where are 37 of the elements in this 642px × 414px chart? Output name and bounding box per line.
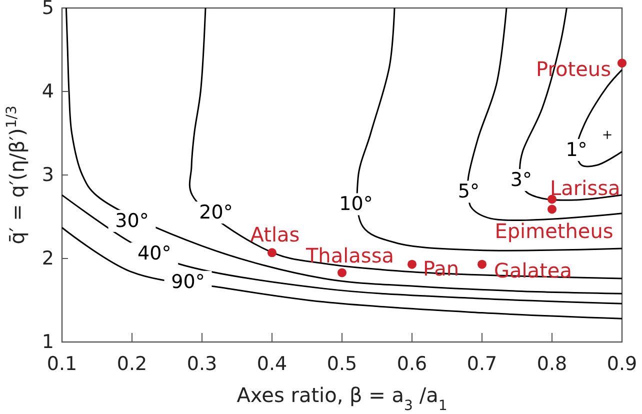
x-tick-label: 0.4 [256, 353, 288, 375]
x-tick-label: 0.1 [46, 353, 78, 375]
y-tick-label: 2 [42, 248, 54, 270]
annotation: 1° [566, 138, 588, 161]
annotation: 40° [138, 242, 172, 264]
x-tick-label: 0.6 [396, 353, 428, 375]
series-label: Epimetheus [494, 219, 614, 244]
point [338, 268, 346, 278]
series-label: Galatea [494, 258, 572, 282]
point [548, 204, 556, 214]
y-tick-label: 3 [42, 164, 54, 186]
point [602, 130, 612, 140]
x-tick-label: 0.2 [116, 353, 148, 375]
point [618, 58, 626, 68]
x-tick-label: 0.9 [606, 353, 638, 375]
point [548, 194, 556, 204]
y-tick-label: 5 [42, 0, 54, 19]
x-axis-title: Axes ratio, β = a$_{3}$ /a$_{1}$ [236, 383, 448, 414]
annotation: 30° [115, 210, 149, 232]
point [408, 260, 416, 269]
point [268, 248, 276, 258]
series-label: Atlas [250, 222, 300, 247]
series-label: Larissa [550, 176, 620, 200]
annotation: 20° [199, 202, 233, 224]
x-tick-label: 0.3 [186, 353, 218, 375]
y-tick-label: 1 [42, 331, 54, 353]
annotation: 10° [339, 193, 373, 216]
x-tick-label: 0.8 [536, 353, 568, 375]
x-tick-label: 0.5 [326, 353, 358, 375]
point [478, 260, 486, 269]
x-tick-label: 0.7 [466, 353, 498, 375]
series-label: Thalassa [304, 244, 394, 268]
line-series [65, 7, 623, 294]
y-tick-label: 4 [42, 80, 54, 102]
annotation: 90° [171, 270, 205, 293]
annotation: 3° [510, 169, 532, 192]
annotation: 5° [458, 180, 480, 203]
